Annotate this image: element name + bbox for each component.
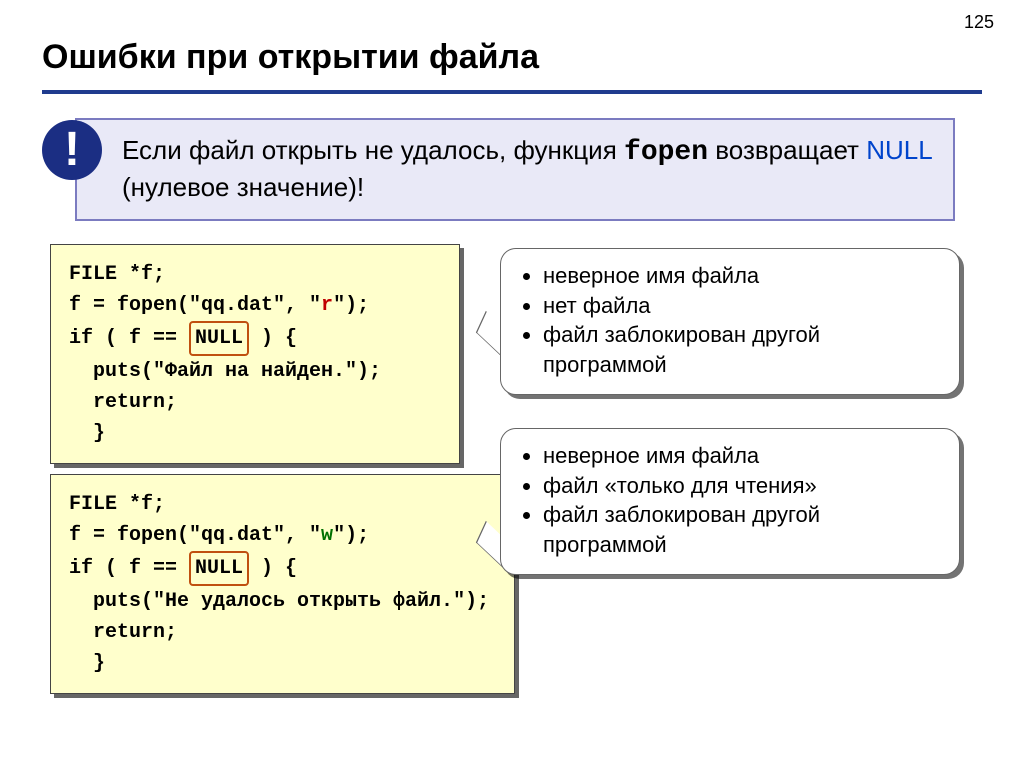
code1-null-box: NULL xyxy=(189,321,249,356)
code2-l3b: ) { xyxy=(249,557,297,580)
warn-text-1: Если файл открыть не удалось, функция xyxy=(122,135,624,165)
warn-badge-icon: ! xyxy=(42,120,102,180)
callout2-item1: неверное имя файла xyxy=(543,441,939,471)
code1-l2b: "); xyxy=(333,294,369,317)
callout1-item2: нет файла xyxy=(543,291,939,321)
code2-l6: } xyxy=(69,652,105,675)
code1-l2a: f = fopen("qq.dat", " xyxy=(69,294,321,317)
code1-l6: } xyxy=(69,422,105,445)
code1-l1: FILE *f; xyxy=(69,263,165,286)
callout1-item3: файл заблокирован другой программой xyxy=(543,320,939,379)
page-number: 125 xyxy=(964,12,994,33)
warn-text-2: возвращает xyxy=(708,135,866,165)
callout-read-errors: неверное имя файла нет файла файл заблок… xyxy=(500,248,960,395)
warn-text-3: (нулевое значение)! xyxy=(122,172,364,202)
code1-mode-r: r xyxy=(321,294,333,317)
title-underline xyxy=(42,90,982,94)
warning-box: Если файл открыть не удалось, функция fo… xyxy=(75,118,955,221)
code2-l2a: f = fopen("qq.dat", " xyxy=(69,524,321,547)
callout2-item3: файл заблокирован другой программой xyxy=(543,500,939,559)
warn-null: NULL xyxy=(866,135,932,165)
code2-mode-w: w xyxy=(321,524,333,547)
code2-l4: puts("Не удалось открыть файл."); xyxy=(69,590,489,613)
code1-l5: return; xyxy=(69,391,177,414)
code2-l3a: if ( f == xyxy=(69,557,189,580)
code-block-write: FILE *f; f = fopen("qq.dat", "w"); if ( … xyxy=(50,474,515,694)
code2-null-box: NULL xyxy=(189,551,249,586)
code2-l5: return; xyxy=(69,621,177,644)
warn-code-fopen: fopen xyxy=(624,137,708,168)
callout2-item2: файл «только для чтения» xyxy=(543,471,939,501)
callout1-item1: неверное имя файла xyxy=(543,261,939,291)
code1-l4: puts("Файл на найден."); xyxy=(69,360,381,383)
code-block-read: FILE *f; f = fopen("qq.dat", "r"); if ( … xyxy=(50,244,460,464)
callout-write-errors: неверное имя файла файл «только для чтен… xyxy=(500,428,960,575)
code1-l3b: ) { xyxy=(249,327,297,350)
code2-l2b: "); xyxy=(333,524,369,547)
code2-l1: FILE *f; xyxy=(69,493,165,516)
code1-l3a: if ( f == xyxy=(69,327,189,350)
slide-title: Ошибки при открытии файла xyxy=(42,38,539,77)
